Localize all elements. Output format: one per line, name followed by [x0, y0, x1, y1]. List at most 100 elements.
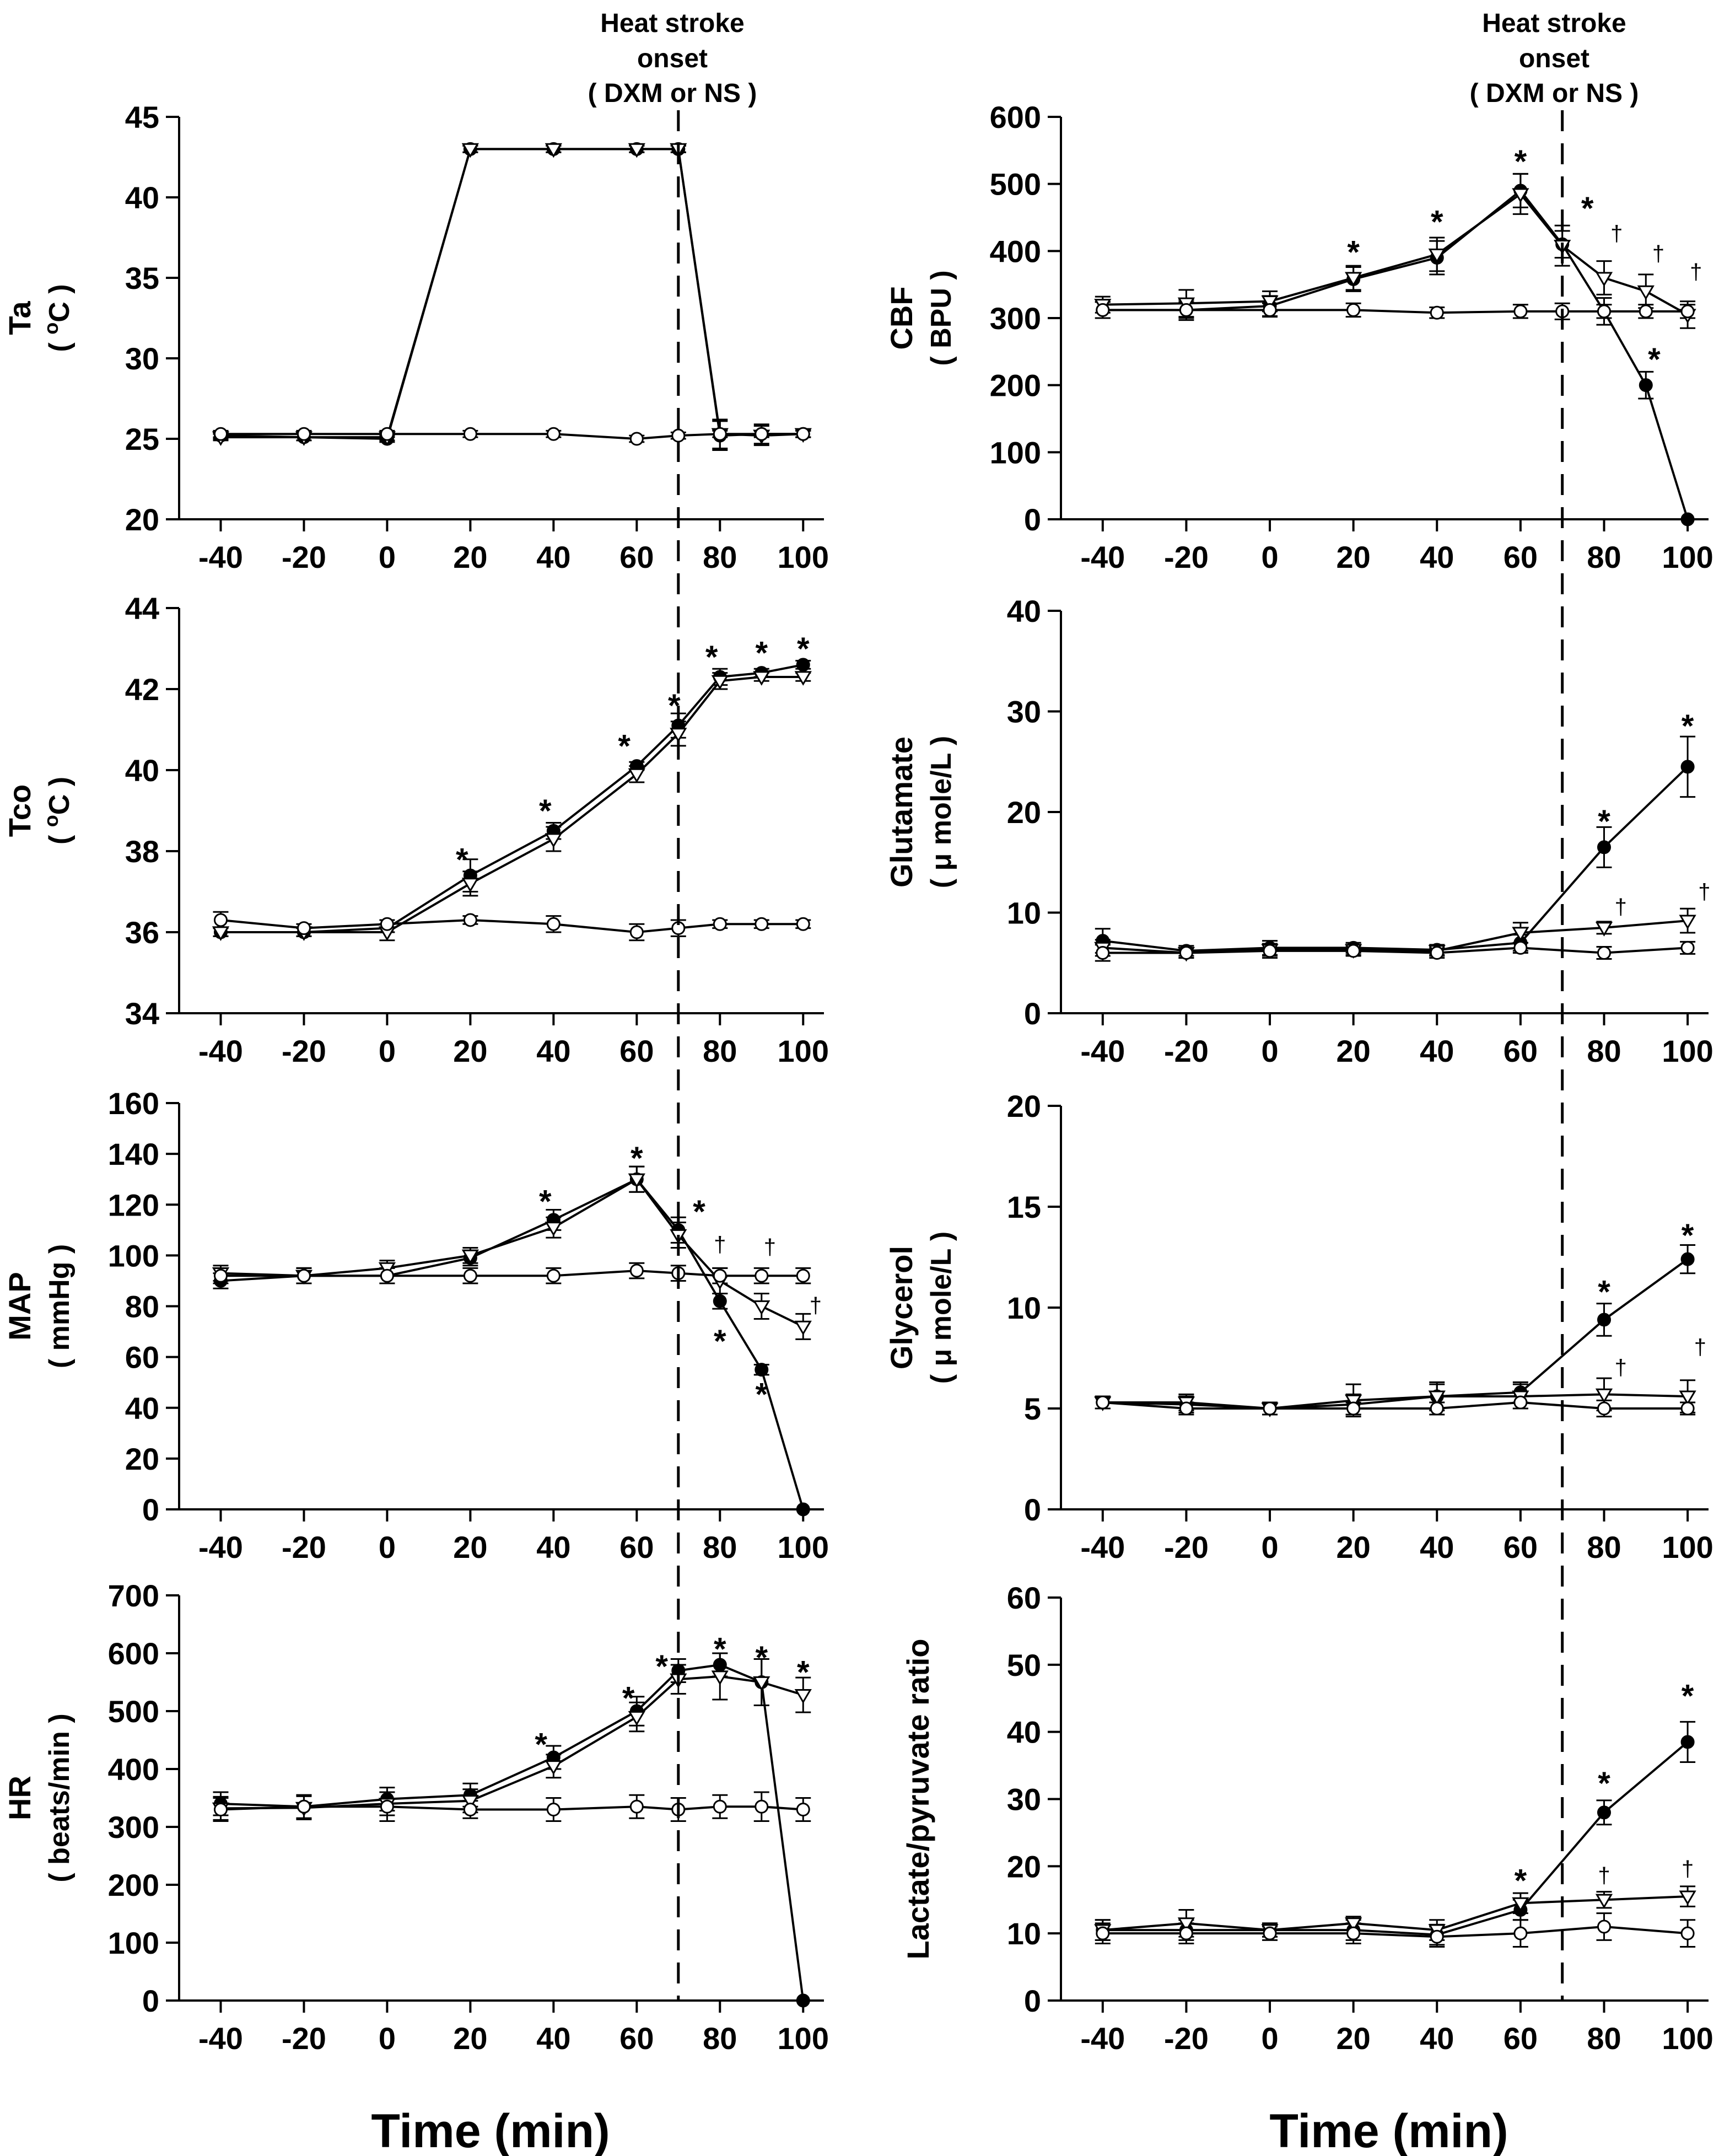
ta-x-tick-label: 100 — [778, 540, 829, 574]
glutamate-point-open-circle — [1597, 946, 1611, 960]
panel-lactate: 0 10 20 30 40 50 60 -40 -20 0 20 40 60 80 100 Lactate/p… — [901, 1580, 1713, 2056]
map-point-open-triangle — [461, 1249, 479, 1265]
hr-significance-star: * — [535, 1727, 547, 1763]
map-point-open-circle — [755, 1268, 769, 1283]
glutamate-series-line-2 — [1102, 920, 1688, 954]
glycerol-point-open-circle — [1096, 1395, 1110, 1410]
lactate-point-open-triangle — [1345, 1917, 1362, 1932]
lactate-y-tick-label: 0 — [1024, 1983, 1041, 2018]
tco-x-tick-label: 20 — [453, 1034, 487, 1068]
hr-x-tick-label: 0 — [379, 2021, 396, 2056]
panel-hr: 0 100 200 300 400 500 600 700 -40 -20 0 20 40 60 80 100… — [2, 1578, 829, 2056]
map-y-axis-unit: ( mmHg ) — [44, 1244, 76, 1368]
hr-point-open-circle — [629, 1799, 644, 1814]
ta-series-line-1 — [220, 148, 804, 440]
cbf-significance-star: * — [1515, 144, 1527, 180]
lactate-x-tick-label: 0 — [1261, 2021, 1278, 2056]
hr-significance-star: * — [714, 1631, 726, 1667]
glutamate-point-open-triangle — [1595, 922, 1613, 937]
map-point-open-circle — [463, 1268, 477, 1283]
glutamate-significance-star: * — [1682, 708, 1694, 744]
cbf-point-open-triangle — [1637, 285, 1655, 300]
ta-point-open-triangle — [628, 143, 645, 158]
glutamate-series-line-1 — [1102, 766, 1689, 952]
map-point-filled-circle — [713, 1294, 727, 1308]
lactate-point-filled-circle — [1597, 1805, 1611, 1820]
lactate-series-line-0 — [1102, 1925, 1688, 1938]
tco-x-tick-label: -40 — [198, 1034, 243, 1068]
hr-series-line-1 — [220, 1663, 805, 2001]
ta-point-open-circle — [213, 427, 228, 441]
x-axis-title-left: Time (min) — [371, 2105, 610, 2156]
lactate-y-tick-label: 60 — [1007, 1580, 1041, 1615]
map-y-tick-label: 80 — [125, 1289, 159, 1324]
tco-point-open-circle — [796, 917, 810, 931]
map-x-tick-label: 40 — [536, 1530, 570, 1564]
ta-y-axis-title: Ta — [2, 301, 37, 335]
lactate-point-open-circle — [1346, 1926, 1361, 1940]
map-x-tick-label: -20 — [282, 1530, 326, 1564]
lactate-series-line-2 — [1102, 1895, 1688, 1932]
cbf-point-open-triangle — [1428, 248, 1446, 264]
cbf-x-tick-label: 40 — [1420, 540, 1454, 574]
glycerol-x-tick-label: -20 — [1164, 1530, 1209, 1564]
map-significance-dagger: † — [810, 1294, 822, 1318]
glutamate-y-tick-label: 30 — [1007, 695, 1041, 729]
lactate-x-tick-label: -40 — [1080, 2021, 1125, 2056]
hr-series-line-2 — [220, 1675, 804, 1810]
hr-x-tick-label: 100 — [778, 2021, 829, 2056]
lactate-point-filled-circle — [1680, 1735, 1695, 1749]
glycerol-y-tick-label: 10 — [1007, 1291, 1041, 1325]
tco-point-open-circle — [713, 917, 727, 931]
cbf-point-open-triangle — [1261, 295, 1279, 310]
map-x-tick-label: -40 — [198, 1530, 243, 1564]
hr-point-open-circle — [713, 1799, 727, 1814]
ta-y-tick-label: 25 — [125, 422, 159, 456]
map-series-line-1 — [220, 1178, 805, 1510]
hr-point-open-triangle — [794, 1689, 812, 1704]
glycerol-y-tick-label: 15 — [1007, 1190, 1041, 1224]
hr-x-tick-label: 40 — [536, 2021, 570, 2056]
glycerol-y-axis-unit: ( μ mole/L ) — [925, 1232, 957, 1384]
lactate-point-open-circle — [1513, 1926, 1528, 1940]
ta-point-open-circle — [380, 427, 394, 441]
onset-label-left-line1: Heat stroke — [600, 9, 744, 38]
tco-point-filled-circle — [796, 658, 810, 672]
tco-significance-star: * — [456, 842, 468, 878]
tco-point-open-triangle — [628, 768, 645, 783]
lactate-y-tick-label: 20 — [1007, 1849, 1041, 1884]
cbf-y-tick-label: 600 — [990, 100, 1041, 135]
tco-point-open-triangle — [670, 728, 687, 743]
glutamate-x-tick-label: 80 — [1587, 1034, 1621, 1068]
map-point-open-circle — [629, 1264, 644, 1278]
glutamate-y-tick-label: 0 — [1024, 996, 1041, 1031]
tco-point-open-circle — [213, 913, 228, 927]
hr-significance-star: * — [622, 1681, 635, 1717]
glutamate-significance-star: * — [1598, 804, 1610, 840]
glutamate-x-tick-label: 100 — [1662, 1034, 1713, 1068]
lactate-y-axis-title: Lactate/pyruvate ratio — [901, 1639, 935, 1960]
ta-y-tick-label: 30 — [125, 341, 159, 376]
hr-point-open-triangle — [461, 1795, 479, 1810]
glycerol-x-tick-label: -40 — [1080, 1530, 1125, 1564]
ta-x-tick-label: 0 — [379, 540, 396, 574]
lactate-point-open-circle — [1680, 1926, 1695, 1940]
cbf-point-open-circle — [1346, 303, 1361, 317]
tco-y-tick-label: 42 — [125, 672, 159, 707]
cbf-point-open-circle — [1597, 304, 1611, 319]
cbf-significance-dagger: † — [1690, 260, 1702, 284]
map-y-tick-label: 160 — [108, 1086, 159, 1121]
map-point-filled-circle — [755, 1363, 769, 1377]
tco-y-tick-label: 34 — [125, 996, 159, 1031]
hr-y-tick-label: 700 — [108, 1578, 159, 1613]
glycerol-point-open-circle — [1513, 1395, 1528, 1410]
glycerol-point-open-circle — [1597, 1401, 1611, 1416]
glycerol-significance-star: * — [1598, 1274, 1610, 1310]
tco-significance-star: * — [705, 639, 718, 675]
lactate-y-tick-label: 10 — [1007, 1916, 1041, 1951]
lactate-point-open-triangle — [1512, 1897, 1529, 1912]
glutamate-x-tick-label: 20 — [1336, 1034, 1370, 1068]
ta-x-tick-label: -40 — [198, 540, 243, 574]
map-point-open-triangle — [794, 1320, 812, 1336]
